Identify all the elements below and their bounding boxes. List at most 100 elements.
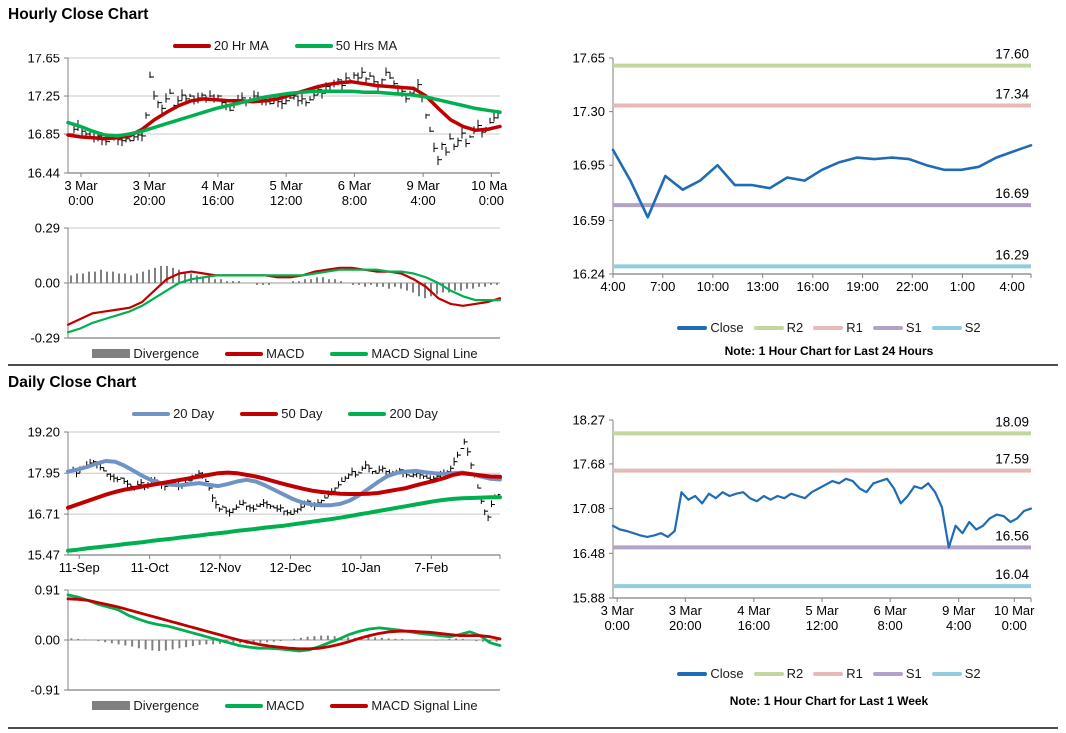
svg-text:4:00: 4:00 bbox=[946, 618, 971, 633]
svg-text:9 Mar: 9 Mar bbox=[942, 603, 976, 618]
bottom-divider bbox=[8, 727, 1058, 729]
legend-label: Divergence bbox=[133, 698, 200, 713]
svg-text:10:00: 10:00 bbox=[697, 279, 730, 294]
legend-item-macd-signal: MACD Signal Line bbox=[330, 346, 478, 361]
legend-label: 50 Day bbox=[281, 406, 323, 421]
svg-text:0:00: 0:00 bbox=[605, 618, 630, 633]
series-line-1 bbox=[66, 89, 502, 138]
daily-section-title: Daily Close Chart bbox=[8, 374, 137, 391]
macd-swatch bbox=[225, 703, 264, 708]
legend-label: R1 bbox=[846, 666, 863, 681]
hourly-ma-legend: 20 Hr MA 50 Hrs MA bbox=[70, 38, 500, 53]
svg-text:0:00: 0:00 bbox=[1002, 618, 1027, 633]
legend-label: Close bbox=[710, 666, 744, 681]
r2-swatch bbox=[753, 325, 784, 330]
svg-text:18.27: 18.27 bbox=[572, 413, 605, 428]
legend-item-r1: R1 bbox=[813, 666, 863, 681]
legend-label: S1 bbox=[905, 320, 922, 335]
legend-label: 50 Hrs MA bbox=[335, 38, 398, 53]
s1-swatch bbox=[872, 325, 903, 330]
weekly-note: Note: 1 Hour Chart for Last 1 Week bbox=[729, 694, 929, 708]
legend-item-s2: S2 bbox=[931, 666, 981, 681]
legend-label: R2 bbox=[786, 320, 804, 335]
svg-text:12-Nov: 12-Nov bbox=[199, 560, 241, 575]
legend-item-20day: 20 Day bbox=[132, 406, 214, 421]
candles bbox=[68, 67, 500, 166]
legend-label: S1 bbox=[905, 666, 922, 681]
legend-item-close: Close bbox=[677, 320, 744, 335]
svg-text:0.00: 0.00 bbox=[35, 276, 60, 291]
svg-text:12-Dec: 12-Dec bbox=[270, 560, 312, 575]
level-S1: 16.56 bbox=[613, 528, 1031, 550]
svg-text:16.56: 16.56 bbox=[995, 528, 1029, 543]
svg-text:9 Mar: 9 Mar bbox=[406, 178, 440, 193]
level-R2: 18.09 bbox=[613, 414, 1031, 436]
series-line-0 bbox=[66, 266, 502, 326]
series-line-0 bbox=[66, 593, 502, 653]
svg-text:19.20: 19.20 bbox=[27, 425, 60, 440]
series-line-2 bbox=[66, 495, 502, 553]
macd-signal-swatch bbox=[330, 351, 369, 356]
legend-item-r2: R2 bbox=[753, 666, 804, 681]
svg-text:6 Mar: 6 Mar bbox=[338, 178, 372, 193]
legend-item-macd: MACD bbox=[225, 698, 304, 713]
legend-label: 20 Hr MA bbox=[213, 38, 269, 53]
s2-swatch bbox=[931, 325, 962, 330]
level-R2: 17.60 bbox=[613, 47, 1031, 68]
legend-label: R2 bbox=[786, 666, 804, 681]
series-line-0 bbox=[66, 80, 502, 141]
series-line-0 bbox=[66, 459, 502, 508]
legend-label: MACD Signal Line bbox=[371, 698, 478, 713]
legend-label: Divergence bbox=[133, 346, 200, 361]
svg-text:4 Mar: 4 Mar bbox=[737, 603, 771, 618]
svg-text:16:00: 16:00 bbox=[202, 193, 235, 208]
daily-ma-legend: 20 Day 50 Day 200 Day bbox=[70, 406, 500, 421]
svg-text:17.59: 17.59 bbox=[995, 452, 1029, 467]
level-S2: 16.29 bbox=[613, 247, 1031, 269]
20hr-ma-swatch bbox=[172, 43, 211, 48]
50day-swatch bbox=[240, 411, 279, 416]
hourly-section-title: Hourly Close Chart bbox=[8, 6, 149, 23]
svg-text:0.29: 0.29 bbox=[35, 222, 60, 236]
svg-text:4:00: 4:00 bbox=[1000, 279, 1025, 294]
legend-item-200day: 200 Day bbox=[348, 406, 438, 421]
svg-text:15.88: 15.88 bbox=[572, 591, 605, 606]
svg-text:19:00: 19:00 bbox=[846, 279, 879, 294]
svg-text:16:00: 16:00 bbox=[797, 279, 830, 294]
r1-swatch bbox=[813, 671, 844, 676]
svg-text:10-Jan: 10-Jan bbox=[341, 560, 381, 575]
svg-text:16.69: 16.69 bbox=[995, 186, 1029, 201]
hourly-macd-chart: 0.29 0.00 -0.29 bbox=[30, 222, 502, 344]
legend-item-divergence: Divergence bbox=[92, 346, 199, 361]
macd-swatch bbox=[225, 351, 264, 356]
svg-text:16.24: 16.24 bbox=[572, 267, 605, 282]
legend-label: MACD bbox=[266, 346, 305, 361]
svg-text:17.68: 17.68 bbox=[572, 456, 605, 471]
20day-swatch bbox=[132, 411, 171, 416]
legend-item-r2: R2 bbox=[753, 320, 804, 335]
50hr-ma-swatch bbox=[294, 43, 333, 48]
200day-swatch bbox=[348, 411, 387, 416]
svg-text:3 Mar: 3 Mar bbox=[64, 178, 98, 193]
legend-label: S2 bbox=[964, 320, 981, 335]
svg-text:10 Mar: 10 Mar bbox=[471, 178, 508, 193]
svg-text:17.30: 17.30 bbox=[572, 104, 605, 119]
intraday-levels-legend: Close R2 R1 S1 S2 bbox=[545, 320, 1055, 335]
legend-item-20hr-ma: 20 Hr MA bbox=[172, 38, 269, 53]
svg-text:12:00: 12:00 bbox=[270, 193, 303, 208]
svg-text:17.60: 17.60 bbox=[995, 47, 1029, 62]
s1-swatch bbox=[872, 671, 903, 676]
svg-text:13:00: 13:00 bbox=[746, 279, 779, 294]
svg-text:17.25: 17.25 bbox=[27, 89, 60, 104]
svg-text:0:00: 0:00 bbox=[479, 193, 504, 208]
level-R1: 17.34 bbox=[613, 86, 1031, 108]
legend-label: S2 bbox=[964, 666, 981, 681]
r1-swatch bbox=[813, 325, 844, 330]
weekly-levels-legend: Close R2 R1 S1 S2 bbox=[545, 666, 1055, 681]
legend-item-s2: S2 bbox=[931, 320, 981, 335]
macd-signal-swatch bbox=[330, 703, 369, 708]
